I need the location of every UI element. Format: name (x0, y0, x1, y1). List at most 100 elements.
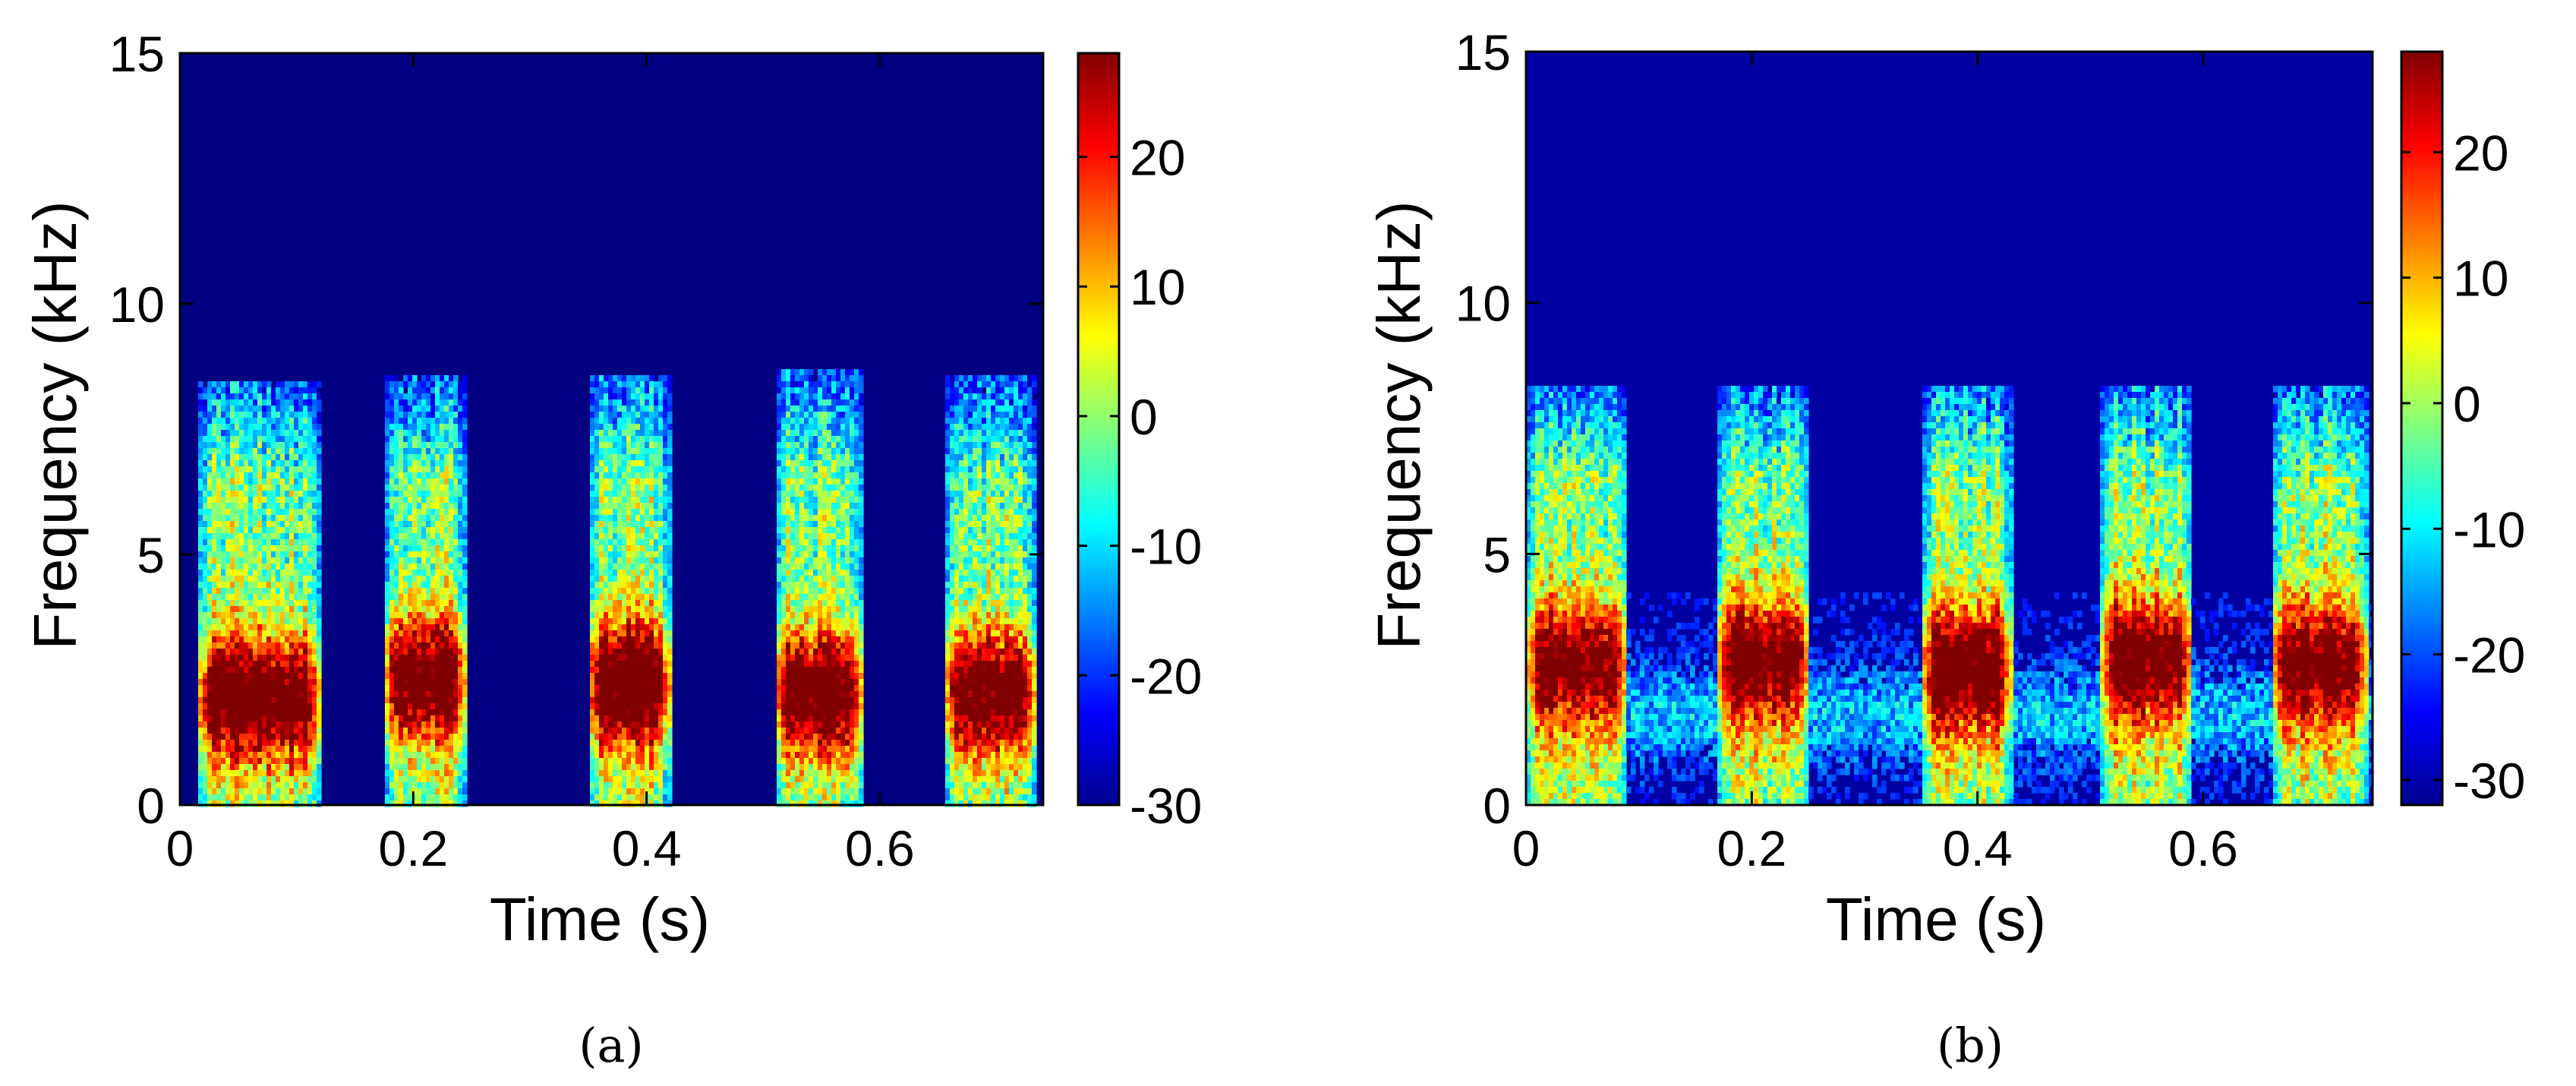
spectrogram-a-cell (608, 709, 613, 716)
spectrogram-a-cell (654, 551, 659, 558)
spectrogram-a-cell (599, 527, 604, 534)
spectrogram-a-cell (225, 691, 231, 698)
spectrogram-a-cell (444, 393, 449, 400)
spectrogram-a-cell (389, 624, 395, 631)
spectrogram-a-cell (645, 515, 650, 522)
spectrogram-a-cell (809, 557, 814, 564)
spectrogram-a-cell (198, 612, 203, 619)
spectrogram-a-cell (635, 460, 641, 467)
spectrogram-a-cell (613, 460, 618, 467)
spectrogram-a-cell (216, 588, 222, 595)
spectrogram-a-cell (631, 478, 636, 485)
spectrogram-a-cell (458, 630, 463, 637)
spectrogram-a-cell (198, 691, 203, 698)
spectrogram-a-cell (781, 600, 787, 607)
spectrogram-a-cell (307, 539, 313, 546)
spectrogram-a-cell (212, 418, 217, 425)
spectrogram-a-cell (654, 381, 659, 388)
spectrogram-a-cell (799, 551, 805, 558)
spectrogram-a-cell (421, 533, 427, 540)
spectrogram-a-cell (266, 509, 272, 516)
spectrogram-a-cell (599, 673, 604, 680)
spectrogram-a-cell (462, 764, 468, 771)
spectrogram-a-cell (795, 406, 800, 412)
spectrogram-a-cell (394, 448, 399, 455)
spectrogram-a-cell (403, 448, 408, 455)
spectrogram-a-cell (289, 673, 295, 680)
spectrogram-a-cell (786, 466, 791, 473)
spectrogram-a-cell (617, 612, 623, 619)
spectrogram-a-cell (285, 515, 290, 522)
spectrogram-a-cell (312, 600, 317, 607)
spectrogram-a-cell (257, 630, 263, 637)
spectrogram-a-cell (626, 685, 632, 692)
spectrogram-a-cell (294, 721, 299, 728)
spectrogram-a-cell (426, 454, 431, 461)
spectrogram-a-cell (412, 679, 418, 686)
spectrogram-a-cell (663, 612, 668, 619)
spectrogram-a-cell (594, 576, 600, 582)
spectrogram-a-cell (440, 509, 445, 516)
spectrogram-a-cell (403, 503, 408, 510)
spectrogram-a-cell (435, 782, 440, 789)
spectrogram-a-cell (212, 406, 217, 412)
spectrogram-a-cell (262, 588, 267, 595)
spectrogram-a-cell (594, 557, 600, 564)
spectrogram-a-cell (276, 399, 281, 406)
spectrogram-a-cell (777, 466, 782, 473)
spectrogram-a-cell (622, 582, 627, 589)
spectrogram-a-cell (649, 478, 654, 485)
spectrogram-a-cell (795, 442, 800, 449)
spectrogram-a-cell (399, 478, 404, 485)
spectrogram-a-cell (417, 655, 422, 661)
spectrogram-a-cell (649, 612, 654, 619)
spectrogram-a-cell (262, 430, 267, 437)
spectrogram-a-cell (417, 521, 422, 528)
spectrogram-a-cell (430, 649, 436, 655)
spectrogram-a-cell (212, 752, 217, 759)
spectrogram-a-cell (198, 594, 203, 601)
spectrogram-a-cell (244, 509, 249, 516)
spectrogram-a-cell (658, 667, 664, 674)
spectrogram-a-cell (394, 406, 399, 412)
spectrogram-a-cell (421, 740, 427, 747)
spectrogram-a-cell (262, 709, 267, 716)
spectrogram-a-cell (435, 509, 440, 516)
spectrogram-a-cell (795, 703, 800, 710)
spectrogram-a-cell (294, 557, 299, 564)
spectrogram-a-cell (631, 424, 636, 431)
spectrogram-a-cell (594, 418, 600, 425)
spectrogram-a-cell (795, 788, 800, 795)
spectrogram-a-cell (276, 448, 281, 455)
spectrogram-a-cell (613, 497, 618, 504)
spectrogram-a-cell (604, 618, 609, 625)
spectrogram-a-cell (289, 697, 295, 704)
spectrogram-a-cell (809, 503, 814, 510)
spectrogram-a-cell (403, 472, 408, 479)
spectrogram-a-cell (608, 758, 613, 765)
spectrogram-a-cell (394, 436, 399, 443)
spectrogram-a-cell (640, 515, 645, 522)
spectrogram-a-cell (285, 630, 290, 637)
spectrogram-a-cell (385, 412, 390, 418)
spectrogram-a-cell (658, 679, 664, 686)
spectrogram-a-cell (289, 406, 295, 412)
spectrogram-a-cell (421, 709, 427, 716)
spectrogram-a-cell (795, 539, 800, 546)
spectrogram-a-cell (412, 503, 418, 510)
spectrogram-a-cell (635, 576, 641, 582)
spectrogram-a-cell (635, 557, 641, 564)
spectrogram-a-cell (239, 412, 244, 418)
spectrogram-a-cell (394, 703, 399, 710)
spectrogram-a-cell (198, 728, 203, 734)
spectrogram-a-cell (617, 448, 623, 455)
spectrogram-a-cell (640, 375, 645, 382)
spectrogram-a-cell (230, 424, 235, 431)
spectrogram-a-cell (667, 460, 673, 467)
spectrogram-a-cell (663, 667, 668, 674)
spectrogram-a-cell (262, 764, 267, 771)
spectrogram-a-cell (440, 412, 445, 418)
spectrogram-a-cell (622, 618, 627, 625)
spectrogram-a-cell (221, 545, 226, 552)
spectrogram-a-cell (599, 728, 604, 734)
